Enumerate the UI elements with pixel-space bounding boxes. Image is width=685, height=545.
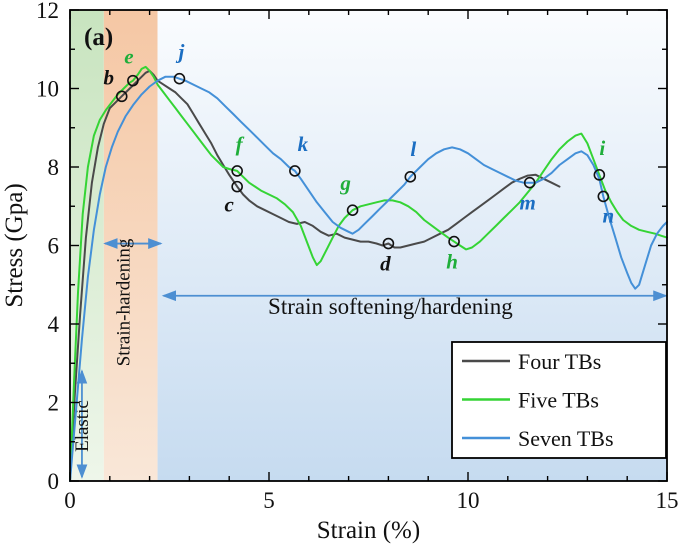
y-tick-label: 10 [36, 77, 59, 102]
point-marker-m [523, 176, 536, 189]
point-marker-h [448, 235, 460, 248]
point-marker-n [597, 190, 610, 203]
x-tick-label: 10 [457, 488, 480, 513]
point-label-c: c [224, 193, 234, 217]
point-marker-f [231, 165, 243, 177]
y-tick-label: 2 [48, 391, 60, 416]
point-marker-d [382, 237, 395, 250]
point-label-k: k [298, 132, 309, 156]
curve-five-tbs [69, 65, 668, 482]
y-tick-label: 8 [48, 155, 60, 180]
point-annotations: be j f c k g l d h m i n [103, 40, 614, 276]
panel-label: (a) [84, 24, 113, 51]
point-label-j: j [176, 40, 185, 64]
x-tick-label: 5 [263, 488, 275, 513]
point-marker-j [173, 72, 186, 85]
point-label-n: n [602, 203, 614, 227]
region-label-1: Strain-hardening [114, 238, 135, 366]
series-curves [69, 65, 668, 482]
legend-label-1: Five TBs [518, 388, 599, 413]
point-marker-l [404, 171, 417, 183]
point-marker-i [593, 169, 606, 181]
point-label-m: m [520, 191, 536, 215]
point-label-e: e [124, 45, 133, 69]
point-label-b: b [103, 65, 114, 89]
legend-label-2: Seven TBs [518, 426, 614, 451]
point-label-i: i [599, 136, 605, 160]
point-marker-g [346, 204, 359, 216]
point-marker-c [231, 180, 243, 193]
x-tick-label: 15 [656, 488, 679, 513]
point-label-l: l [410, 137, 416, 161]
y-tick-label: 6 [48, 234, 60, 259]
legend: Four TBs Five TBs Seven TBs [451, 341, 667, 459]
point-marker-b [115, 90, 128, 103]
x-axis-title: Strain (%) [317, 517, 420, 544]
x-tick-label: 0 [64, 488, 76, 513]
point-marker-e [127, 74, 139, 87]
region-label-0: Elastic [72, 400, 93, 452]
y-tick-label: 4 [48, 312, 60, 337]
legend-label-0: Four TBs [518, 349, 601, 374]
curve-four-tbs [69, 69, 561, 482]
annotations: Elastic Strain-hardening Strain softening/… [72, 238, 668, 479]
y-axis-title: Stress (Gpa) [1, 183, 28, 307]
curve-seven-tbs [69, 75, 668, 482]
point-label-d: d [380, 252, 391, 276]
point-label-g: g [339, 171, 351, 195]
region-label-2: Strain softening/hardening [268, 294, 513, 319]
point-label-h: h [446, 250, 458, 274]
y-tick-label: 0 [48, 469, 60, 494]
point-label-f: f [236, 132, 245, 156]
y-tick-label: 12 [36, 0, 59, 23]
point-marker-k [289, 165, 301, 177]
